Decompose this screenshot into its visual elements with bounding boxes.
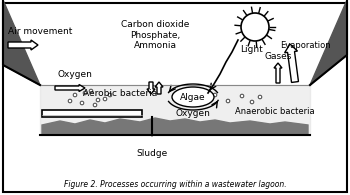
Polygon shape [42,118,308,135]
Circle shape [93,103,97,107]
Text: Aerobic bacteria: Aerobic bacteria [83,89,157,98]
Text: Carbon dioxide
Phosphate,
Ammonia: Carbon dioxide Phosphate, Ammonia [121,20,189,50]
FancyArrow shape [155,82,163,94]
Circle shape [250,100,254,104]
Text: Algae: Algae [180,92,206,102]
Text: Oxygen: Oxygen [58,70,93,79]
FancyArrow shape [274,63,282,83]
Text: Light: Light [240,45,263,54]
FancyArrow shape [285,44,299,82]
Text: Evaporation: Evaporation [280,41,330,50]
Circle shape [258,95,262,99]
Text: Sludge: Sludge [136,149,168,158]
Polygon shape [3,0,40,85]
Circle shape [241,13,269,41]
Circle shape [226,99,230,103]
Text: Oxygen: Oxygen [176,109,210,118]
Polygon shape [310,0,347,85]
Text: Anaerobic bacteria: Anaerobic bacteria [235,106,315,115]
Circle shape [80,101,84,105]
Circle shape [108,93,112,97]
Circle shape [73,93,77,97]
Circle shape [240,94,244,98]
FancyArrow shape [55,84,85,91]
Circle shape [68,99,72,103]
Circle shape [96,98,100,102]
Circle shape [89,89,93,93]
Circle shape [103,97,107,101]
Polygon shape [40,85,310,135]
Circle shape [213,93,217,97]
Bar [42,110,142,117]
Circle shape [83,91,87,95]
Text: Air movement: Air movement [8,27,72,36]
FancyArrow shape [8,40,38,50]
Text: Gases: Gases [264,52,292,61]
Text: Figure 2. Processes occurring within a wastewater lagoon.: Figure 2. Processes occurring within a w… [64,180,286,189]
FancyArrow shape [147,82,155,94]
Ellipse shape [172,87,214,107]
